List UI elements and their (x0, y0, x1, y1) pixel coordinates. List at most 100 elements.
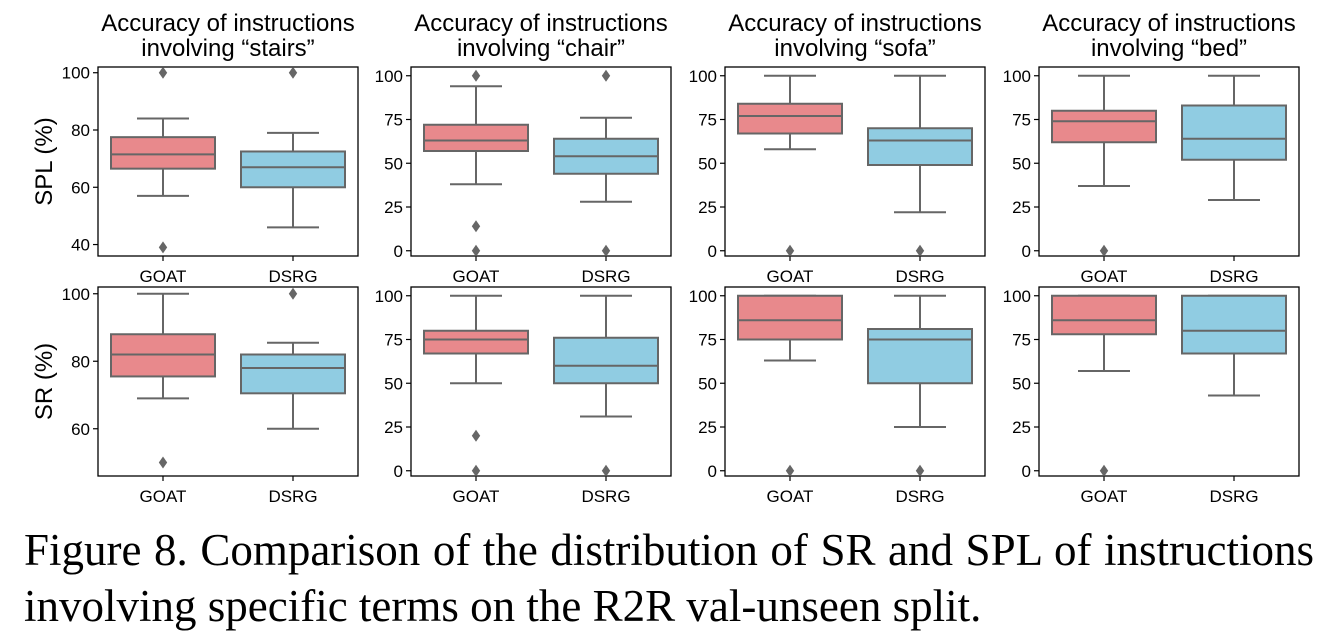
xtick-label-spl-stairs-dsrg: DSRG (268, 267, 317, 286)
xtick-label-spl-bed-dsrg: DSRG (1209, 267, 1258, 286)
figure-caption: Figure 8. Comparison of the distribution… (24, 525, 1314, 631)
box-spl-chair-goat-outlier (471, 244, 481, 257)
ytick-label-sr-stairs: 100 (62, 285, 90, 304)
column-title-chair-line2: involving “chair” (457, 35, 625, 62)
xtick-label-sr-chair-dsrg: DSRG (581, 487, 630, 506)
box-spl-chair-goat-outlier (471, 69, 481, 82)
box-spl-sofa-goat-outlier (785, 244, 795, 257)
box-spl-stairs-dsrg-outlier (288, 66, 298, 79)
box-spl-chair-goat (423, 123, 529, 152)
panel-frame-sr-chair (410, 286, 672, 477)
xtick-label-sr-sofa-dsrg: DSRG (895, 487, 944, 506)
box-sr-chair-goat-outlier (471, 429, 481, 442)
ytick-label-sr-chair: 0 (394, 462, 403, 481)
box-sr-sofa-dsrg (867, 328, 973, 385)
ytick-label-spl-chair: 0 (394, 242, 403, 261)
box-spl-stairs-goat (110, 136, 216, 170)
ytick-label-sr-sofa: 25 (698, 418, 717, 437)
ytick-label-sr-bed: 75 (1012, 331, 1031, 350)
ytick-label-sr-bed: 0 (1022, 462, 1031, 481)
xtick-label-sr-chair-goat: GOAT (453, 487, 500, 506)
ytick-label-spl-sofa: 50 (698, 154, 717, 173)
xtick-label-sr-stairs-goat: GOAT (140, 487, 187, 506)
ytick-label-spl-chair: 100 (375, 67, 403, 86)
ylabel-sr: SR (%) (31, 343, 58, 420)
ytick-label-spl-chair: 75 (384, 111, 403, 130)
panel-frame-spl-chair (410, 66, 672, 257)
column-title-sofa-line1: Accuracy of instructions (728, 10, 981, 37)
ytick-label-spl-bed: 50 (1012, 154, 1031, 173)
ytick-label-sr-chair: 75 (384, 331, 403, 350)
box-sr-sofa-dsrg-outlier (915, 464, 925, 477)
ytick-label-spl-bed: 25 (1012, 198, 1031, 217)
box-spl-stairs-goat-outlier (158, 241, 168, 254)
box-spl-chair-goat-outlier (471, 220, 481, 233)
column-title-bed-line2: involving “bed” (1091, 35, 1247, 62)
ytick-label-spl-sofa: 75 (698, 111, 717, 130)
box-sr-chair-goat (423, 329, 529, 355)
xtick-label-sr-bed-goat: GOAT (1081, 487, 1128, 506)
box-spl-bed-goat (1051, 109, 1157, 144)
xtick-label-sr-bed-dsrg: DSRG (1209, 487, 1258, 506)
ytick-label-sr-bed: 25 (1012, 418, 1031, 437)
xtick-label-spl-stairs-goat: GOAT (140, 267, 187, 286)
box-spl-stairs-goat-outlier (158, 66, 168, 79)
panel-frame-spl-stairs (97, 66, 359, 257)
xtick-label-spl-sofa-goat: GOAT (767, 267, 814, 286)
ytick-label-sr-sofa: 100 (689, 287, 717, 306)
xtick-label-sr-sofa-goat: GOAT (767, 487, 814, 506)
column-title-stairs-line1: Accuracy of instructions (101, 10, 354, 37)
xtick-label-spl-bed-goat: GOAT (1081, 267, 1128, 286)
column-title-bed-line1: Accuracy of instructions (1042, 10, 1295, 37)
ytick-label-sr-chair: 25 (384, 418, 403, 437)
ytick-label-spl-bed: 75 (1012, 111, 1031, 130)
xtick-label-spl-chair-dsrg: DSRG (581, 267, 630, 286)
ytick-label-sr-chair: 50 (384, 374, 403, 393)
ytick-label-spl-stairs: 60 (71, 178, 90, 197)
box-sr-stairs-goat-outlier (158, 456, 168, 469)
ytick-label-spl-bed: 100 (1003, 67, 1031, 86)
box-spl-bed-dsrg (1181, 104, 1287, 161)
column-title-stairs-line2: involving “stairs” (141, 35, 314, 62)
panel-frame-spl-sofa (724, 66, 986, 257)
ytick-label-spl-sofa: 25 (698, 198, 717, 217)
box-sr-bed-goat-outlier (1099, 464, 1109, 477)
box-sr-bed-goat (1051, 294, 1157, 336)
xtick-label-spl-chair-goat: GOAT (453, 267, 500, 286)
box-spl-sofa-goat (737, 102, 843, 135)
box-spl-stairs-dsrg (240, 150, 346, 189)
ytick-label-spl-stairs: 100 (62, 64, 90, 83)
ytick-label-sr-chair: 100 (375, 287, 403, 306)
panel-frame-spl-bed (1038, 66, 1300, 257)
ytick-label-spl-chair: 50 (384, 154, 403, 173)
column-title-sofa-line2: involving “sofa” (774, 35, 935, 62)
box-sr-sofa-goat-outlier (785, 464, 795, 477)
box-sr-stairs-dsrg (240, 353, 346, 395)
ytick-label-spl-stairs: 40 (71, 236, 90, 255)
ytick-label-sr-sofa: 50 (698, 374, 717, 393)
box-sr-bed-dsrg (1181, 294, 1287, 355)
ytick-label-sr-stairs: 80 (71, 352, 90, 371)
box-sr-stairs-dsrg-outlier (288, 287, 298, 300)
box-spl-bed-goat-outlier (1099, 244, 1109, 257)
box-spl-chair-dsrg-outlier (601, 69, 611, 82)
ylabel-spl: SPL (%) (31, 117, 58, 205)
box-sr-sofa-goat (737, 294, 843, 341)
panel-frame-sr-sofa (724, 286, 986, 477)
ytick-label-spl-stairs: 80 (71, 121, 90, 140)
box-spl-sofa-dsrg-outlier (915, 244, 925, 257)
ytick-label-spl-chair: 25 (384, 198, 403, 217)
panel-frame-sr-stairs (97, 286, 359, 477)
column-title-chair-line1: Accuracy of instructions (414, 10, 667, 37)
ytick-label-sr-bed: 100 (1003, 287, 1031, 306)
ytick-label-sr-sofa: 0 (708, 462, 717, 481)
ytick-label-sr-bed: 50 (1012, 374, 1031, 393)
ytick-label-sr-stairs: 60 (71, 420, 90, 439)
xtick-label-sr-stairs-dsrg: DSRG (268, 487, 317, 506)
box-spl-sofa-dsrg (867, 127, 973, 166)
box-spl-chair-dsrg-outlier (601, 244, 611, 257)
box-sr-chair-goat-outlier (471, 464, 481, 477)
box-sr-chair-dsrg (553, 336, 659, 385)
ytick-label-sr-sofa: 75 (698, 331, 717, 350)
